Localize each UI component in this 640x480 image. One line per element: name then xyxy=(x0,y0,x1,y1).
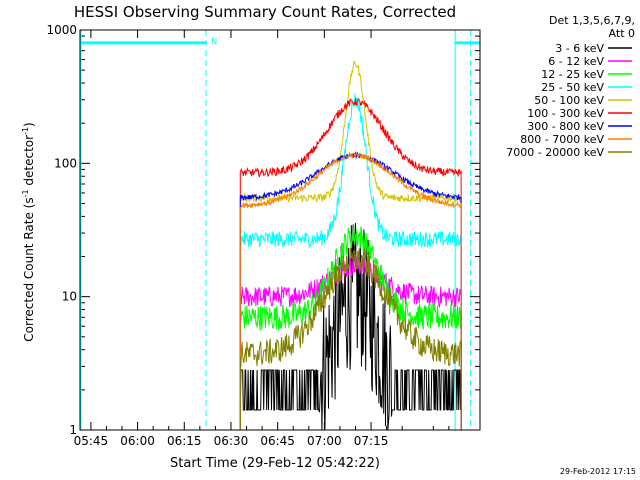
y-axis-label-sup1: -1 xyxy=(21,189,30,197)
y-tick-label-1: 10 xyxy=(62,290,77,304)
x-tick-label-2: 06:15 xyxy=(167,434,202,448)
legend-label-2: 12 - 25 keV xyxy=(541,68,604,81)
legend-header-line2: Att 0 xyxy=(609,27,635,40)
series-line-3 xyxy=(239,93,462,431)
legend-label-7: 800 - 7000 keV xyxy=(520,133,604,146)
series-line-7 xyxy=(239,151,462,431)
legend-label-0: 3 - 6 keV xyxy=(555,42,604,55)
series-line-2 xyxy=(239,224,462,431)
legend-label-8: 7000 - 20000 keV xyxy=(506,146,604,159)
y-axis-label-part3: ) xyxy=(22,122,36,127)
y-axis-label-sup2: -1 xyxy=(21,127,30,135)
y-axis-label-part2: detector xyxy=(22,135,36,190)
legend-label-1: 6 - 12 keV xyxy=(548,55,604,68)
y-axis-label-part1: Corrected Count Rate (s xyxy=(22,197,36,341)
legend-header-line1: Det 1,3,5,6,7,9, xyxy=(549,14,635,27)
series-line-1 xyxy=(239,256,462,431)
series-line-0 xyxy=(239,222,462,431)
y-tick-label-3: 1000 xyxy=(46,23,77,37)
x-tick-label-5: 07:00 xyxy=(307,434,342,448)
tick-layer: 05:45 06:00 06:15 06:30 06:45 07:00 07:15 1 10 10… xyxy=(46,23,480,448)
chart-title: HESSI Observing Summary Count Rates, Cor… xyxy=(74,3,456,21)
y-axis-label: Corrected Count Rate (s-1 detector-1) xyxy=(21,122,36,341)
x-axis-label: Start Time (29-Feb-12 05:42:22) xyxy=(170,456,380,471)
night-marker-label: N xyxy=(211,37,217,46)
legend-label-3: 25 - 50 keV xyxy=(541,81,604,94)
plot-frame xyxy=(79,29,481,431)
x-tick-label-0: 05:45 xyxy=(74,434,109,448)
timestamp-label: 29-Feb-2012 17:15 xyxy=(560,467,636,476)
y-tick-label-0: 1 xyxy=(69,423,77,437)
series-line-8 xyxy=(239,247,462,431)
legend-label-4: 50 - 100 keV xyxy=(534,94,604,107)
legend-label-5: 100 - 300 keV xyxy=(527,107,604,120)
series-line-5 xyxy=(239,97,462,431)
x-tick-label-3: 06:30 xyxy=(214,434,249,448)
x-tick-label-6: 07:15 xyxy=(354,434,389,448)
y-tick-label-2: 100 xyxy=(54,156,77,170)
legend-label-6: 300 - 800 keV xyxy=(527,120,604,133)
series-layer: N xyxy=(80,30,480,431)
x-tick-label-1: 06:00 xyxy=(120,434,155,448)
x-tick-label-4: 06:45 xyxy=(260,434,295,448)
